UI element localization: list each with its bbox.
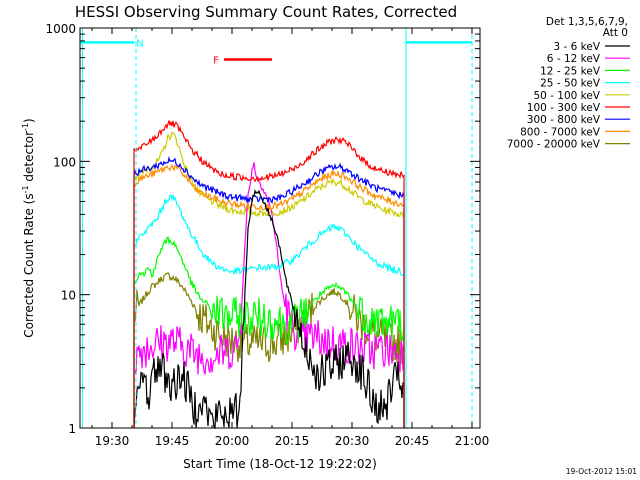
x-tick-label: 20:30 [335,434,370,448]
x-axis-label: Start Time (18-Oct-12 19:22:02) [183,457,377,471]
y-axis-label-part1: Corrected Count Rate (s [22,193,36,337]
legend-entry-label: 25 - 50 keV [540,78,601,90]
legend-entry-label: 7000 - 20000 keV [507,139,601,151]
x-tick-label: 19:45 [155,434,190,448]
x-tick-label: 20:00 [215,434,250,448]
y-axis-label-exp2: -1 [21,123,30,131]
y-tick-label: 1000 [45,22,76,36]
x-tick-label: 19:30 [95,434,130,448]
legend-entry-label: 3 - 6 keV [553,41,600,53]
generation-timestamp: 19-Oct-2012 15:01 [566,467,637,476]
y-axis-label-exp1: -1 [21,185,30,193]
y-tick-label: 10 [61,289,76,303]
series-layer [133,120,405,430]
series-line-300-800-kev [133,155,405,428]
y-tick-label: 100 [53,155,76,169]
x-tick-label: 21:00 [455,434,490,448]
annotation-label-f: F [213,56,219,67]
legend-header-line: Att 0 [603,27,628,39]
x-axis: 19:30 19:45 20:00 20:15 20:30 20:45 21:00 [91,28,490,448]
series-line-3-6-kev [133,188,405,430]
legend-entry-label: 6 - 12 keV [547,53,601,65]
plot-frame [79,27,481,429]
chart-title: HESSI Observing Summary Count Rates, Cor… [75,3,457,21]
legend-entry-label: 800 - 7000 keV [520,126,601,138]
legend-entry-label: 100 - 300 keV [527,102,601,114]
legend-entry-label: 50 - 100 keV [533,90,600,102]
series-line-12-25-kev [133,236,405,428]
y-axis: 1 10 100 1000 [45,22,480,436]
series-line-25-50-kev [133,194,405,428]
y-axis-label-part3: ) [22,118,36,123]
series-line-100-300-kev [133,120,405,428]
y-tick-label: 1 [68,422,76,436]
legend-entry-label: 12 - 25 keV [540,65,601,77]
y-axis-label-part2: detector [22,131,36,186]
annotation-layer: NF [80,28,473,428]
annotation-label-n: N [136,38,143,49]
legend-header-line: Det 1,3,5,6,7,9, [546,16,628,28]
x-tick-label: 20:15 [275,434,310,448]
x-tick-label: 20:45 [395,434,430,448]
legend-entry-label: 300 - 800 keV [527,114,601,126]
y-axis-label: Corrected Count Rate (s-1 detector-1) [21,118,36,337]
